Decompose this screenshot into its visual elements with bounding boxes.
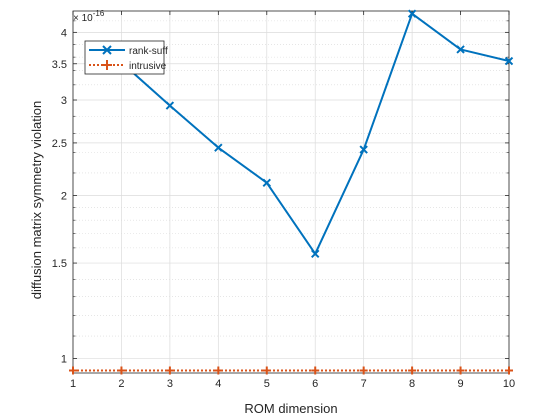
- legend-label-rank-suff: rank-suff: [129, 46, 168, 57]
- axes: 1 2 3 4 5 6 7 8 9 10 1 1.5 2 2.5 3 3.5 4: [52, 10, 515, 390]
- y-exponent-label: × 10-16: [73, 9, 105, 24]
- y-tick-label: 4: [61, 27, 67, 39]
- x-tick-label: 8: [409, 378, 415, 390]
- data-point-rank-suff: [407, 9, 417, 18]
- data-point-rank-suff: [311, 249, 320, 259]
- y-axis-label: diffusion matrix symmetry violation: [29, 101, 44, 299]
- legend-marker-rank-suff: [102, 45, 112, 55]
- legend[interactable]: rank-suff intrusive: [84, 40, 168, 75]
- x-tick-label: 6: [312, 378, 318, 390]
- data-point-intrusive: [311, 366, 320, 375]
- data-point-rank-suff: [456, 45, 465, 54]
- data-point-rank-suff: [262, 178, 271, 188]
- y-tick-label: 1.5: [52, 258, 67, 270]
- x-tick-label: 3: [167, 378, 173, 390]
- data-point-rank-suff: [165, 101, 175, 110]
- x-tick-label: 5: [264, 378, 270, 390]
- data-point-intrusive: [165, 366, 174, 375]
- data-point-rank-suff: [359, 145, 368, 154]
- data-point-rank-suff: [214, 143, 223, 152]
- data-point-intrusive: [359, 366, 368, 375]
- data-point-intrusive: [262, 366, 271, 375]
- x-axis-label: ROM dimension: [244, 401, 337, 416]
- legend-marker-intrusive: [102, 60, 112, 70]
- x-tick-label: 1: [70, 378, 76, 390]
- x-tick-label: 10: [503, 378, 515, 390]
- legend-item-rank-suff: rank-suff: [89, 45, 168, 57]
- y-tick-label: 1: [61, 353, 67, 365]
- x-tick-label: 4: [215, 378, 221, 390]
- legend-label-intrusive: intrusive: [129, 61, 167, 72]
- y-tick-label: 3: [61, 95, 67, 107]
- data-point-intrusive: [69, 366, 77, 375]
- x-tick-label: 7: [361, 378, 367, 390]
- data-point-rank-suff: [504, 56, 514, 66]
- x-tick-label: 9: [457, 378, 463, 390]
- data-point-intrusive: [408, 366, 417, 375]
- axes-box: [72, 10, 510, 374]
- data-point-intrusive: [456, 366, 465, 375]
- legend-box: [84, 40, 165, 75]
- data-point-intrusive: [214, 366, 223, 375]
- series-layer: [69, 9, 514, 375]
- legend-item-intrusive: intrusive: [89, 60, 167, 72]
- x-tick-label: 2: [118, 378, 124, 390]
- y-tick-label: 2: [61, 190, 67, 202]
- y-tick-label: 2.5: [52, 138, 67, 150]
- y-tick-label: 3.5: [52, 59, 67, 71]
- data-point-intrusive: [117, 366, 126, 375]
- data-point-intrusive: [505, 366, 513, 375]
